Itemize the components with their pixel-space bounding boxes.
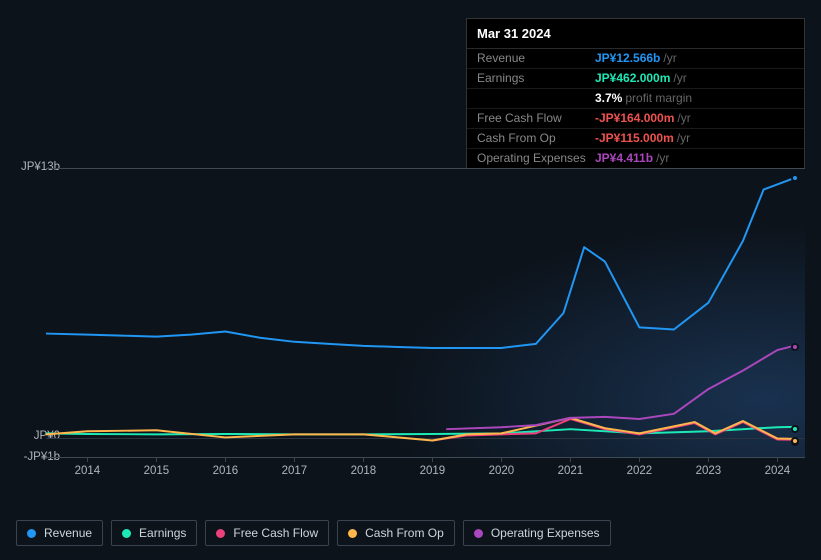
tooltip-label: Revenue [477,51,595,66]
x-axis-label: 2023 [696,465,722,477]
tooltip-value: JP¥12.566b [595,51,660,66]
tooltip-label: Free Cash Flow [477,111,595,126]
tooltip-row: 3.7%profit margin [467,89,804,109]
x-tick [225,457,226,462]
x-axis-label: 2017 [282,465,308,477]
legend-label: Revenue [44,526,92,540]
series-endpoint [791,425,799,433]
x-tick [432,457,433,462]
legend-swatch [216,529,225,538]
chart-tooltip: Mar 31 2024 RevenueJP¥12.566b/yrEarnings… [466,18,805,169]
legend-item-revenue[interactable]: Revenue [16,520,103,546]
legend-label: Free Cash Flow [233,526,318,540]
x-tick [294,457,295,462]
tooltip-label [477,91,595,106]
tooltip-value: JP¥462.000m [595,71,670,86]
x-axis-label: 2020 [489,465,515,477]
legend-swatch [348,529,357,538]
tooltip-value: 3.7% [595,91,622,106]
legend-swatch [27,529,36,538]
series-endpoint [791,343,799,351]
tooltip-suffix: /yr [677,111,690,126]
x-tick [570,457,571,462]
legend-item-operating-expenses[interactable]: Operating Expenses [463,520,611,546]
x-tick [156,457,157,462]
x-axis-label: 2015 [144,465,170,477]
plot-area[interactable]: 2014201520162017201820192020202120222023… [46,168,805,458]
legend-item-free-cash-flow[interactable]: Free Cash Flow [205,520,329,546]
x-axis-label: 2022 [627,465,653,477]
x-tick [87,457,88,462]
tooltip-value: -JP¥115.000m [595,131,674,146]
x-axis-label: 2019 [420,465,446,477]
series-line-operating-expenses [446,346,794,430]
x-axis-label: 2024 [765,465,791,477]
x-tick [501,457,502,462]
chart-legend: Revenue Earnings Free Cash Flow Cash From O… [16,520,611,546]
x-axis-label: 2018 [351,465,377,477]
series-endpoint [791,437,799,445]
series-endpoint [791,174,799,182]
x-axis-label: 2014 [75,465,101,477]
tooltip-suffix: /yr [677,131,690,146]
x-tick [708,457,709,462]
x-axis-label: 2016 [213,465,239,477]
legend-item-cash-from-op[interactable]: Cash From Op [337,520,455,546]
x-axis-label: 2021 [558,465,584,477]
series-line-revenue [46,178,795,348]
legend-item-earnings[interactable]: Earnings [111,520,197,546]
legend-swatch [474,529,483,538]
tooltip-row: Cash From Op-JP¥115.000m/yr [467,129,804,149]
x-tick [777,457,778,462]
legend-label: Operating Expenses [491,526,600,540]
tooltip-label: Earnings [477,71,595,86]
x-tick [363,457,364,462]
financials-chart[interactable]: JP¥13bJP¥0-JP¥1b 20142015201620172018201… [16,158,805,478]
tooltip-value: -JP¥164.000m [595,111,674,126]
tooltip-suffix: /yr [663,51,676,66]
legend-swatch [122,529,131,538]
tooltip-date: Mar 31 2024 [467,19,804,49]
legend-label: Earnings [139,526,186,540]
series-line-cash-from-op [46,418,795,441]
tooltip-row: EarningsJP¥462.000m/yr [467,69,804,89]
tooltip-row: Free Cash Flow-JP¥164.000m/yr [467,109,804,129]
legend-label: Cash From Op [365,526,444,540]
tooltip-label: Cash From Op [477,131,595,146]
tooltip-suffix: /yr [673,71,686,86]
tooltip-row: RevenueJP¥12.566b/yr [467,49,804,69]
x-tick [639,457,640,462]
tooltip-suffix: profit margin [625,91,692,106]
